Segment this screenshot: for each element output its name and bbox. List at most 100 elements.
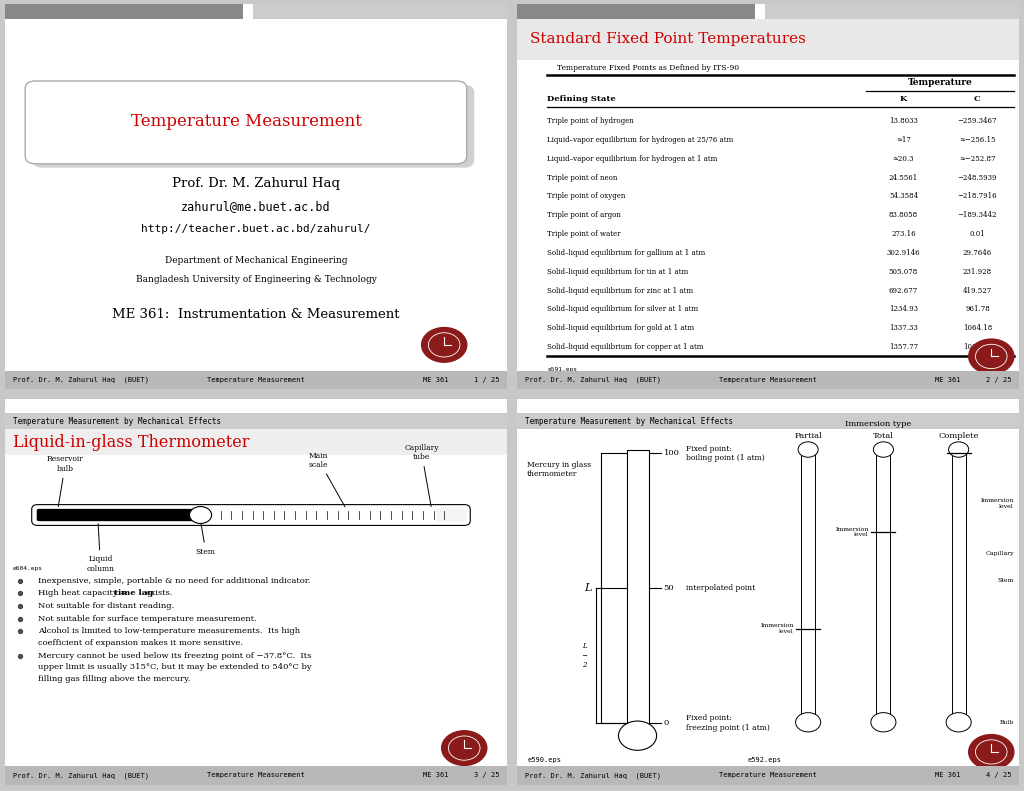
Text: 1337.33: 1337.33 xyxy=(889,324,918,332)
Text: 100: 100 xyxy=(664,449,680,457)
FancyBboxPatch shape xyxy=(26,81,467,164)
FancyBboxPatch shape xyxy=(436,508,466,522)
Text: 419.527: 419.527 xyxy=(963,286,992,294)
Text: Stem: Stem xyxy=(997,578,1014,583)
Text: Solid–liquid equilibrium for copper at 1 atm: Solid–liquid equilibrium for copper at 1… xyxy=(547,343,703,351)
Text: Mercury cannot be used below its freezing point of −37.8°C.  Its: Mercury cannot be used below its freezin… xyxy=(38,652,311,660)
Text: Prof. Dr. M. Zahurul Haq: Prof. Dr. M. Zahurul Haq xyxy=(172,176,340,190)
Bar xyxy=(517,19,1019,60)
Text: 1084.62: 1084.62 xyxy=(963,343,992,351)
Text: Liquid–vapor equilibrium for hydrogen at 1 atm: Liquid–vapor equilibrium for hydrogen at… xyxy=(547,155,718,163)
Text: Liquid–vapor equilibrium for hydrogen at 25/76 atm: Liquid–vapor equilibrium for hydrogen at… xyxy=(547,136,733,144)
Text: L
─
2: L ─ 2 xyxy=(582,642,587,669)
Text: Temperature Measurement: Temperature Measurement xyxy=(207,773,305,778)
Circle shape xyxy=(441,731,486,766)
Text: ME 361      2 / 25: ME 361 2 / 25 xyxy=(935,377,1012,383)
Text: Main
scale: Main scale xyxy=(309,452,345,507)
Text: 54.3584: 54.3584 xyxy=(889,192,919,200)
Text: −189.3442: −189.3442 xyxy=(957,211,997,219)
Text: Triple point of oxygen: Triple point of oxygen xyxy=(547,192,626,200)
Text: L: L xyxy=(584,583,592,593)
Circle shape xyxy=(618,721,656,751)
Text: filling gas filling above the mercury.: filling gas filling above the mercury. xyxy=(38,676,190,683)
Circle shape xyxy=(422,327,467,362)
Text: 273.16: 273.16 xyxy=(891,230,915,238)
Text: Immersion
level: Immersion level xyxy=(836,527,868,537)
Bar xyxy=(5,429,507,456)
Text: interpolated point: interpolated point xyxy=(686,585,756,592)
Text: zahurul@me.buet.ac.bd: zahurul@me.buet.ac.bd xyxy=(181,199,331,213)
Text: Temperature Measurement: Temperature Measurement xyxy=(719,773,817,778)
Text: ≈−252.87: ≈−252.87 xyxy=(959,155,995,163)
Text: −218.7916: −218.7916 xyxy=(957,192,997,200)
Text: Liquid-in-glass Thermometer: Liquid-in-glass Thermometer xyxy=(12,433,249,451)
Text: Fixed point:
freezing point (1 atm): Fixed point: freezing point (1 atm) xyxy=(686,714,770,732)
Text: e590.eps: e590.eps xyxy=(527,757,561,763)
Bar xyxy=(517,413,1019,429)
Bar xyxy=(5,766,507,785)
Text: 961.78: 961.78 xyxy=(965,305,990,313)
Text: Prof. Dr. M. Zahurul Haq  (BUET): Prof. Dr. M. Zahurul Haq (BUET) xyxy=(524,772,660,778)
Text: Immersion
level: Immersion level xyxy=(760,623,794,634)
Text: Reservoir
bulb: Reservoir bulb xyxy=(47,456,84,506)
Text: Defining State: Defining State xyxy=(547,96,616,104)
Text: Temperature Measurement by Mechanical Effects: Temperature Measurement by Mechanical Ef… xyxy=(12,417,221,426)
Text: 0: 0 xyxy=(664,719,669,727)
Text: Department of Mechanical Engineering: Department of Mechanical Engineering xyxy=(165,255,347,265)
Text: Not suitable for distant reading.: Not suitable for distant reading. xyxy=(38,602,174,610)
Text: ME 361      3 / 25: ME 361 3 / 25 xyxy=(423,773,500,778)
Text: Temperature Measurement by Mechanical Effects: Temperature Measurement by Mechanical Ef… xyxy=(524,417,733,426)
Bar xyxy=(5,371,507,389)
Text: 0.01: 0.01 xyxy=(970,230,985,238)
Text: Capillary
tube: Capillary tube xyxy=(404,444,439,506)
Text: Triple point of argon: Triple point of argon xyxy=(547,211,622,219)
Text: Fixed point:
boiling point (1 atm): Fixed point: boiling point (1 atm) xyxy=(686,445,765,462)
Text: ME 361:  Instrumentation & Measurement: ME 361: Instrumentation & Measurement xyxy=(113,308,399,320)
Text: Bulb: Bulb xyxy=(999,720,1014,725)
Text: exists.: exists. xyxy=(142,589,172,597)
Circle shape xyxy=(870,713,896,732)
Text: e604.eps: e604.eps xyxy=(12,566,43,570)
Text: Temperature: Temperature xyxy=(907,78,972,88)
Bar xyxy=(5,413,507,429)
Circle shape xyxy=(946,713,971,732)
Text: Partial: Partial xyxy=(795,432,822,440)
Text: Temperature Measurement: Temperature Measurement xyxy=(719,377,817,383)
Text: Standard Fixed Point Temperatures: Standard Fixed Point Temperatures xyxy=(529,32,806,47)
Text: Solid–liquid equilibrium for gallium at 1 atm: Solid–liquid equilibrium for gallium at … xyxy=(547,249,706,257)
Bar xyxy=(951,453,966,715)
Text: Solid–liquid equilibrium for tin at 1 atm: Solid–liquid equilibrium for tin at 1 at… xyxy=(547,268,688,276)
Circle shape xyxy=(948,442,969,457)
Text: Immersion
level: Immersion level xyxy=(981,498,1014,509)
Text: Temperature Measurement: Temperature Measurement xyxy=(207,377,305,383)
Bar xyxy=(877,453,891,715)
Text: Prof. Dr. M. Zahurul Haq  (BUET): Prof. Dr. M. Zahurul Haq (BUET) xyxy=(524,377,660,383)
FancyBboxPatch shape xyxy=(33,85,474,168)
Text: ME 361      1 / 25: ME 361 1 / 25 xyxy=(423,377,500,383)
Bar xyxy=(254,4,507,19)
FancyBboxPatch shape xyxy=(37,509,198,521)
Circle shape xyxy=(969,735,1014,770)
Text: Prof. Dr. M. Zahurul Haq  (BUET): Prof. Dr. M. Zahurul Haq (BUET) xyxy=(12,772,148,778)
Text: Immersion type: Immersion type xyxy=(845,421,911,429)
Text: Stem: Stem xyxy=(196,524,216,556)
Text: −259.3467: −259.3467 xyxy=(957,117,997,125)
Text: Prof. Dr. M. Zahurul Haq  (BUET): Prof. Dr. M. Zahurul Haq (BUET) xyxy=(12,377,148,383)
Text: Bangladesh University of Engineering & Technology: Bangladesh University of Engineering & T… xyxy=(135,275,377,284)
Text: High heat capacity ⇒: High heat capacity ⇒ xyxy=(38,589,130,597)
Circle shape xyxy=(189,506,212,524)
Text: 13.8033: 13.8033 xyxy=(889,117,918,125)
Bar xyxy=(517,371,1019,389)
Text: 505.078: 505.078 xyxy=(889,268,919,276)
Text: 83.8058: 83.8058 xyxy=(889,211,919,219)
Text: ME 361      4 / 25: ME 361 4 / 25 xyxy=(935,773,1012,778)
Text: −248.5939: −248.5939 xyxy=(957,174,997,182)
Text: e592.eps: e592.eps xyxy=(748,757,782,763)
Text: K: K xyxy=(900,96,907,104)
Bar xyxy=(517,766,1019,785)
Bar xyxy=(627,449,648,727)
FancyBboxPatch shape xyxy=(32,505,470,525)
Text: 231.928: 231.928 xyxy=(963,268,992,276)
Text: e591.eps: e591.eps xyxy=(547,367,578,373)
Text: upper limit is usually 315°C, but it may be extended to 540°C by: upper limit is usually 315°C, but it may… xyxy=(38,664,311,672)
